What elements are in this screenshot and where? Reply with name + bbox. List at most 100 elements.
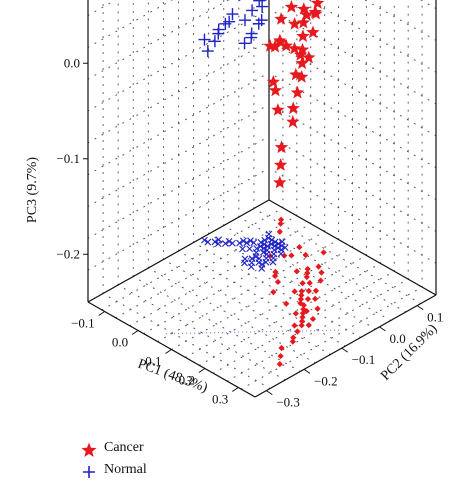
floor-point-0-21 <box>312 287 320 294</box>
floor-point-0-32 <box>305 321 312 329</box>
frame-edge-1 <box>254 294 437 398</box>
point-0-46 <box>274 140 289 154</box>
point-0-42 <box>271 103 285 116</box>
point-0-47 <box>284 0 299 13</box>
x-tick-label-0: −0.1 <box>71 316 95 331</box>
floor-point-0-28 <box>314 305 321 312</box>
floor-point-0-35 <box>291 288 298 295</box>
y-tick-label-3: −0.2 <box>314 373 338 388</box>
grid-line-63 <box>238 216 407 313</box>
floor-point-0-47 <box>288 252 295 259</box>
data-points <box>198 0 325 189</box>
y-tick-mark-0 <box>416 305 424 311</box>
point-0-26 <box>289 67 303 81</box>
grid-line-62 <box>115 215 298 319</box>
point-1-26 <box>226 8 239 21</box>
floor-point-0-44 <box>277 352 284 360</box>
floor-point-1-33 <box>225 237 233 245</box>
grid-line-49 <box>132 276 301 372</box>
point-0-10 <box>296 29 310 42</box>
floor-point-1-29 <box>211 238 219 246</box>
floor-point-0-37 <box>277 220 284 227</box>
floor-point-1-26 <box>229 239 236 247</box>
floor-point-0-40 <box>271 272 279 280</box>
z-tick-label-2: −0.1 <box>56 151 80 166</box>
point-0-35 <box>288 17 302 30</box>
point-0-27 <box>293 48 308 61</box>
floor-point-0-18 <box>294 328 301 335</box>
point-0-25 <box>286 115 300 128</box>
grid-line-60 <box>129 223 312 327</box>
grid-line-56 <box>157 239 340 343</box>
legend: Cancer Normal <box>78 439 238 489</box>
y-tick-label-4: −0.3 <box>276 395 300 410</box>
point-0-17 <box>295 70 309 83</box>
floor-point-1-30 <box>204 238 212 246</box>
frame-edge-3 <box>268 199 437 296</box>
point-0-32 <box>302 50 316 64</box>
plus-icon <box>83 466 95 478</box>
y-tick-mark-1 <box>379 326 386 332</box>
floor-point-0-1 <box>302 251 309 259</box>
floor-point-1-22 <box>257 238 265 246</box>
grid-line-7 <box>87 72 270 176</box>
floor-point-1-51 <box>262 258 270 266</box>
floor-point-1-35 <box>247 237 254 245</box>
floor-point-1-18 <box>241 259 248 267</box>
grid-line-13 <box>87 0 230 80</box>
point-1-42 <box>256 0 269 13</box>
floor-point-0-3 <box>304 269 311 277</box>
floor-point-0-2 <box>293 268 300 275</box>
point-0-21 <box>309 6 323 20</box>
y-tick-label-2: −0.1 <box>352 352 376 367</box>
floor-point-1-12 <box>252 253 260 260</box>
point-0-44 <box>274 158 288 171</box>
floor-point-0-20 <box>312 295 319 302</box>
legend-label-normal: Normal <box>104 462 147 477</box>
x-axis-label: PC1 (48.3%) <box>136 357 210 396</box>
floor-point-0-29 <box>309 315 317 323</box>
point-0-24 <box>286 101 300 115</box>
point-1-16 <box>238 14 251 27</box>
floor-point-0-16 <box>298 318 306 325</box>
z-tick-label-1: 0.0 <box>64 55 80 70</box>
floor-point-0-38 <box>276 228 283 235</box>
floor-point-0-15 <box>305 287 312 295</box>
x-tick-mark-4 <box>232 387 239 392</box>
floor-point-1-47 <box>267 240 275 248</box>
floor-point-1-25 <box>236 239 243 247</box>
grid-line-53 <box>162 259 331 355</box>
point-0-38 <box>273 33 287 47</box>
point-0-33 <box>287 41 302 55</box>
grid-line-59 <box>208 233 377 330</box>
floor-point-1-7 <box>260 248 267 256</box>
point-1-29 <box>208 35 221 48</box>
floor-point-1-24 <box>243 239 251 247</box>
tick-labels: −0.10.00.10.20.30.10.0−0.1−0.2−0.30.10.0… <box>56 55 443 410</box>
floor-point-0-6 <box>298 292 305 299</box>
floor-point-1-52 <box>263 246 271 254</box>
y-tick-label-1: 0.0 <box>389 331 405 346</box>
point-1-14 <box>246 4 259 17</box>
floor-point-1-44 <box>253 245 261 252</box>
floor-point-1-19 <box>247 263 255 271</box>
point-0-18 <box>290 85 305 99</box>
star-icon <box>81 442 97 457</box>
floor-point-0-34 <box>283 300 290 307</box>
floor-point-0-25 <box>289 338 296 345</box>
point-0-8 <box>297 2 311 15</box>
x-tick-mark-0 <box>98 311 105 316</box>
floor-point-0-49 <box>320 249 327 256</box>
point-1-25 <box>238 0 241 1</box>
floor-point-0-0 <box>296 244 303 251</box>
floor-point-1-53 <box>271 238 279 246</box>
x-tick-mark-1 <box>131 330 139 335</box>
point-0-36 <box>274 12 288 25</box>
point-1-43 <box>255 14 268 27</box>
floor-point-0-23 <box>318 269 325 276</box>
point-0-29 <box>306 25 320 39</box>
floor-point-0-11 <box>299 314 306 321</box>
point-0-43 <box>268 83 283 97</box>
point-1-31 <box>198 33 211 46</box>
